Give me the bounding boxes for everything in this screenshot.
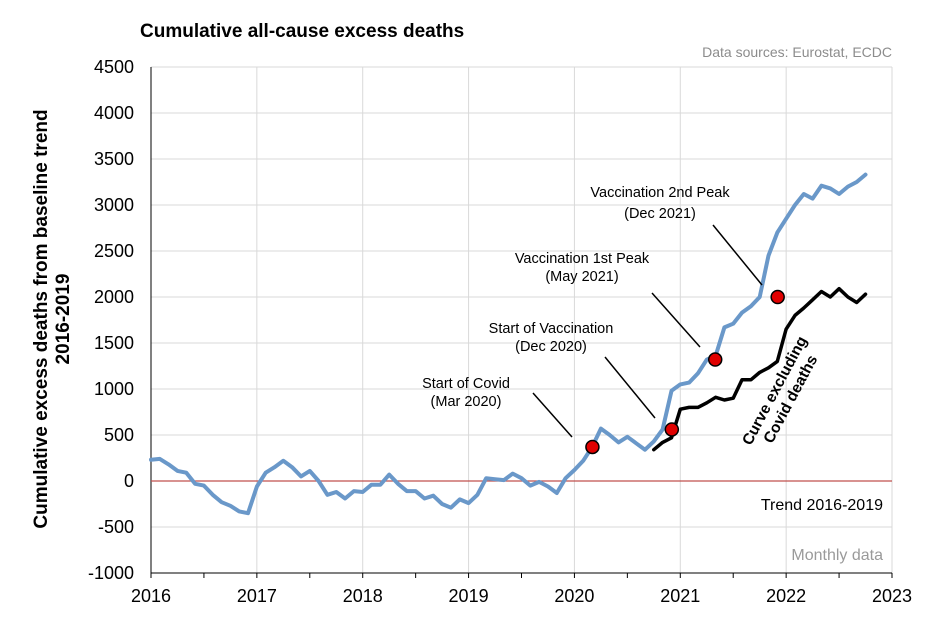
x-tick-label: 2023 xyxy=(872,586,912,606)
y-tick-label: 500 xyxy=(104,425,134,445)
callout-date: (Dec 2021) xyxy=(624,206,696,222)
event-marker xyxy=(585,439,600,455)
y-tick-label: -500 xyxy=(98,517,134,537)
x-axis-ticks: 2016 2017 2018 2019 2020 2021 2022 2023 xyxy=(131,586,912,606)
series-line-excluding-covid xyxy=(652,286,868,452)
callout-date: (May 2021) xyxy=(545,269,618,285)
callout-leader-line xyxy=(651,292,701,348)
y-axis-label-line2: 2016-2019 xyxy=(53,274,74,365)
annotation-callouts: Start of Covid (Mar 2020) Start of Vaccina… xyxy=(422,185,763,438)
y-tick-label: 1000 xyxy=(94,379,134,399)
y-tick-label: 0 xyxy=(124,471,134,491)
event-marker xyxy=(770,289,785,305)
callout-label: Vaccination 2nd Peak xyxy=(590,185,730,201)
callout-label: Vaccination 1st Peak xyxy=(515,251,650,267)
y-axis-ticks: 4500 4000 3500 3000 2500 2000 1500 1000 500 0 -500… xyxy=(88,57,134,583)
series-line-all-cause xyxy=(149,172,868,516)
chart-title: Cumulative all-cause excess deaths xyxy=(140,21,464,42)
x-tick-label: 2021 xyxy=(660,586,700,606)
callout-leader-line xyxy=(604,356,656,419)
x-tick-label: 2018 xyxy=(343,586,383,606)
y-axis-label: Cumulative excess deaths from baseline t… xyxy=(31,109,74,528)
series-layer xyxy=(149,172,868,516)
x-tick-label: 2022 xyxy=(766,586,806,606)
event-marker xyxy=(707,352,723,367)
callout-label: Start of Covid xyxy=(422,376,510,392)
y-tick-label: 4000 xyxy=(94,103,134,123)
x-tick-label: 2017 xyxy=(237,586,277,606)
event-marker xyxy=(664,422,680,437)
y-tick-label: 1500 xyxy=(94,333,134,353)
x-tick-label: 2016 xyxy=(131,586,171,606)
trend-label: Trend 2016-2019 xyxy=(761,497,883,514)
y-tick-label: 4500 xyxy=(94,57,134,77)
y-tick-label: 2500 xyxy=(94,241,134,261)
monthly-data-note: Monthly data xyxy=(791,547,883,564)
callout-leader-line xyxy=(532,392,573,438)
callout-leader-line xyxy=(712,224,763,286)
callout-date: (Mar 2020) xyxy=(431,394,502,410)
event-markers xyxy=(585,289,785,455)
callout-date: (Dec 2020) xyxy=(515,339,587,355)
x-tick-label: 2019 xyxy=(449,586,489,606)
y-axis-label-line1: Cumulative excess deaths from baseline t… xyxy=(31,109,52,528)
y-tick-label: 2000 xyxy=(94,287,134,307)
data-source-note: Data sources: Eurostat, ECDC xyxy=(702,44,892,60)
x-tick-label: 2020 xyxy=(554,586,594,606)
y-tick-label: 3000 xyxy=(94,195,134,215)
y-tick-label: -1000 xyxy=(88,563,134,583)
y-tick-label: 3500 xyxy=(94,149,134,169)
callout-label: Start of Vaccination xyxy=(489,321,614,337)
